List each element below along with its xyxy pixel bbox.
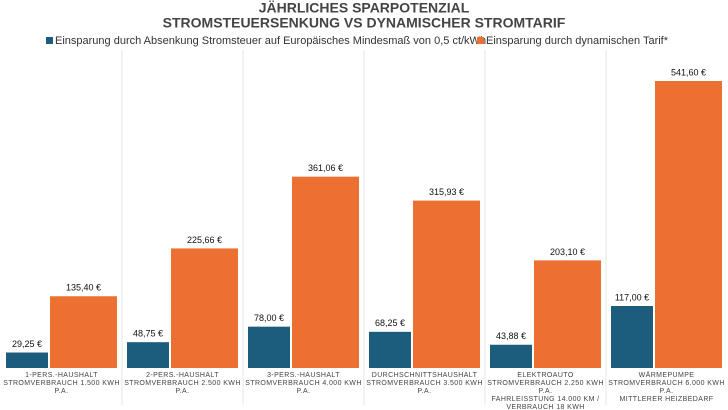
- value-label: 68,25 €: [375, 318, 405, 328]
- value-label: 315,93 €: [429, 187, 464, 197]
- bar: [248, 326, 290, 368]
- value-label: 48,75 €: [133, 329, 163, 339]
- x-tick-label: P.A.: [418, 388, 432, 395]
- legend-label: Einsparung durch dynamischen Tarif*: [486, 35, 669, 47]
- value-label: 43,88 €: [496, 331, 526, 341]
- x-tick-label: ELEKTROAUTO: [517, 372, 574, 379]
- bar: [292, 176, 359, 368]
- chart-title: JÄHRLICHES SPARPOTENZIAL: [259, 0, 470, 16]
- x-tick-label: MITTLERER HEIZBEDARF: [620, 396, 714, 403]
- x-tick-label: STROMVERBRAUCH 3.500 KWH: [366, 380, 483, 387]
- value-label: 117,00 €: [615, 292, 649, 302]
- bar: [50, 296, 117, 368]
- x-tick-label: STROMVERBRAUCH 2.500 KWH: [124, 380, 241, 387]
- x-tick-label: FAHRLEISSTUNG 14.000 KM /: [491, 396, 599, 403]
- bar: [611, 306, 653, 368]
- x-tick-label: WÄRMEPUMPE: [639, 371, 695, 379]
- value-label: 78,00 €: [254, 313, 284, 323]
- bar: [490, 344, 532, 368]
- bar: [6, 352, 48, 368]
- x-tick-label: STROMVERBRAUCH 6.000 KWH: [608, 380, 725, 387]
- value-label: 361,06 €: [308, 163, 343, 173]
- x-tick-label: P.A.: [55, 388, 69, 395]
- legend-label: Einsparung durch Absenkung Stromsteuer a…: [55, 35, 486, 47]
- bar: [655, 81, 722, 368]
- bar: [413, 200, 480, 368]
- value-label: 135,40 €: [66, 283, 101, 293]
- x-tick-label: STROMVERBRAUCH 4.000 KWH: [245, 380, 362, 387]
- x-tick-label: 1-PERS.-HAUSHALT: [25, 372, 98, 379]
- value-label: 203,10 €: [550, 247, 585, 257]
- x-tick-label: DURCHSCHNITTSHAUSHALT: [372, 372, 478, 379]
- legend-swatch: [477, 37, 484, 44]
- bar: [127, 342, 169, 368]
- x-tick-label: 3-PERS.-HAUSHALT: [267, 372, 340, 379]
- bar: [534, 260, 601, 368]
- x-tick-label: 2-PERS.-HAUSHALT: [146, 372, 219, 379]
- value-label: 29,25 €: [12, 339, 42, 349]
- x-tick-label: STROMVERBRAUCH 1.500 KWH: [3, 380, 120, 387]
- chart-title: STROMSTEUERSENKUNG VS DYNAMISCHER STROMT…: [163, 15, 566, 31]
- bar: [171, 248, 238, 368]
- bar: [369, 331, 411, 368]
- value-label: 541,60 €: [671, 67, 706, 77]
- x-tick-label: P.A.: [660, 388, 674, 395]
- value-label: 225,66 €: [187, 235, 222, 245]
- x-tick-label: P.A.: [297, 388, 311, 395]
- x-tick-label: STROMVERBRAUCH 2.250 KWH: [487, 380, 604, 387]
- x-tick-label: P.A.: [539, 388, 553, 395]
- x-tick-label: P.A.: [176, 388, 190, 395]
- x-tick-label: VERBRAUCH 18 KWH: [506, 404, 584, 410]
- legend-swatch: [46, 37, 53, 44]
